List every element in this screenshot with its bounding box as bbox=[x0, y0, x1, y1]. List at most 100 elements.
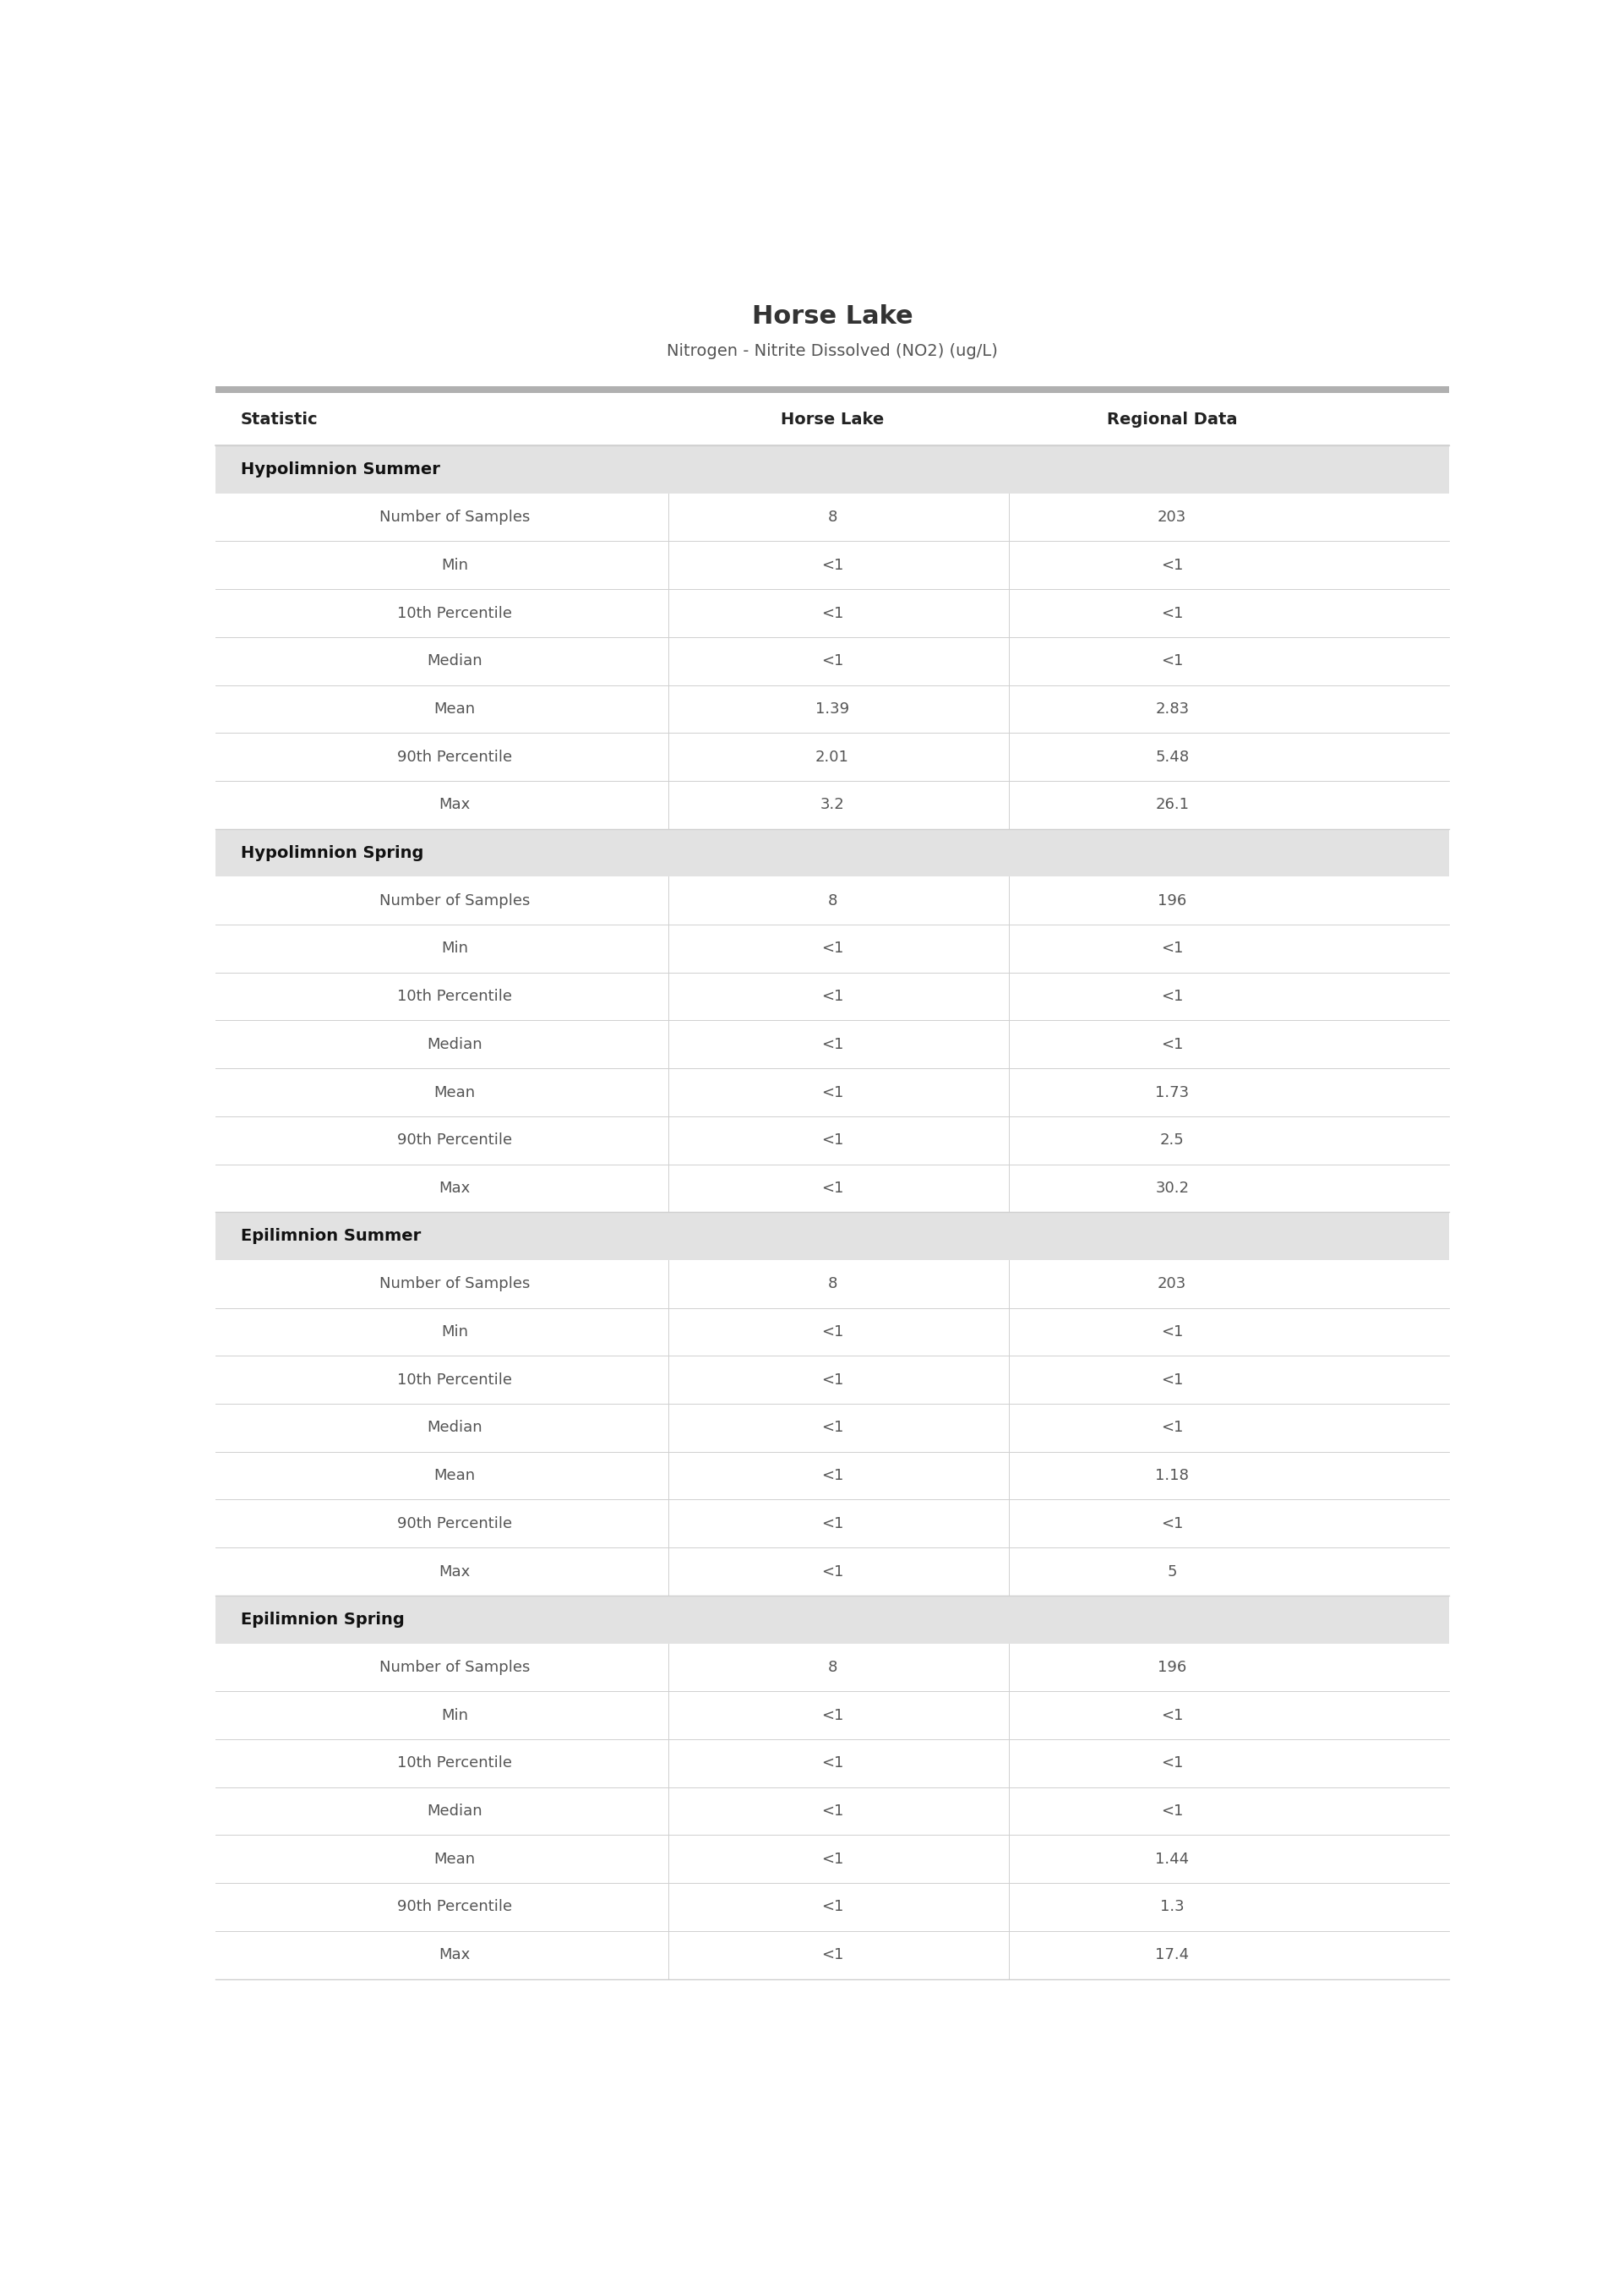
Text: <1: <1 bbox=[822, 1469, 843, 1482]
Bar bbox=[216, 1884, 1449, 1932]
Text: <1: <1 bbox=[822, 1180, 843, 1196]
Bar bbox=[216, 1355, 1449, 1403]
Text: 5: 5 bbox=[1168, 1564, 1177, 1580]
Text: Mean: Mean bbox=[434, 1469, 476, 1482]
Text: Horse Lake: Horse Lake bbox=[752, 304, 913, 329]
Text: <1: <1 bbox=[1161, 654, 1184, 670]
Text: <1: <1 bbox=[822, 1373, 843, 1387]
Text: Max: Max bbox=[438, 1180, 471, 1196]
Bar bbox=[216, 540, 1449, 590]
Bar bbox=[216, 393, 1449, 445]
Bar bbox=[216, 1834, 1449, 1884]
Text: 8: 8 bbox=[828, 1659, 836, 1675]
Text: 196: 196 bbox=[1158, 892, 1187, 908]
Text: 2.5: 2.5 bbox=[1160, 1133, 1184, 1149]
Bar bbox=[216, 1403, 1449, 1453]
Text: 3.2: 3.2 bbox=[820, 797, 844, 813]
Text: <1: <1 bbox=[822, 1085, 843, 1101]
Bar bbox=[216, 1739, 1449, 1786]
Text: <1: <1 bbox=[822, 1037, 843, 1051]
Text: <1: <1 bbox=[822, 990, 843, 1003]
Text: 17.4: 17.4 bbox=[1155, 1948, 1189, 1964]
Text: 90th Percentile: 90th Percentile bbox=[398, 1900, 512, 1914]
Bar bbox=[216, 1117, 1449, 1165]
Text: 10th Percentile: 10th Percentile bbox=[398, 990, 512, 1003]
Bar bbox=[216, 1308, 1449, 1355]
Text: <1: <1 bbox=[1161, 1037, 1184, 1051]
Text: Min: Min bbox=[442, 1707, 468, 1723]
Text: <1: <1 bbox=[1161, 990, 1184, 1003]
Text: Hypolimnion Summer: Hypolimnion Summer bbox=[240, 461, 440, 477]
Text: Hypolimnion Spring: Hypolimnion Spring bbox=[240, 844, 424, 860]
Text: <1: <1 bbox=[822, 1852, 843, 1866]
Text: 90th Percentile: 90th Percentile bbox=[398, 749, 512, 765]
Bar bbox=[216, 1596, 1449, 1643]
Bar bbox=[216, 1932, 1449, 1979]
Text: <1: <1 bbox=[822, 1421, 843, 1435]
Text: Median: Median bbox=[427, 1037, 482, 1051]
Text: <1: <1 bbox=[1161, 558, 1184, 572]
Bar bbox=[216, 1453, 1449, 1500]
Text: Min: Min bbox=[442, 1323, 468, 1339]
Text: 1.18: 1.18 bbox=[1155, 1469, 1189, 1482]
Text: Mean: Mean bbox=[434, 701, 476, 717]
Text: Epilimnion Spring: Epilimnion Spring bbox=[240, 1612, 404, 1628]
Text: 1.39: 1.39 bbox=[815, 701, 849, 717]
Text: 10th Percentile: 10th Percentile bbox=[398, 1373, 512, 1387]
Text: Median: Median bbox=[427, 654, 482, 670]
Text: Max: Max bbox=[438, 1564, 471, 1580]
Text: <1: <1 bbox=[822, 558, 843, 572]
Text: Nitrogen - Nitrite Dissolved (NO2) (ug/L): Nitrogen - Nitrite Dissolved (NO2) (ug/L… bbox=[667, 343, 997, 359]
Bar bbox=[216, 829, 1449, 876]
Text: 5.48: 5.48 bbox=[1155, 749, 1189, 765]
Text: <1: <1 bbox=[822, 1948, 843, 1964]
Text: <1: <1 bbox=[822, 1755, 843, 1771]
Bar bbox=[216, 590, 1449, 638]
Bar bbox=[216, 1165, 1449, 1212]
Text: 1.73: 1.73 bbox=[1155, 1085, 1189, 1101]
Bar bbox=[216, 493, 1449, 540]
Text: Number of Samples: Number of Samples bbox=[380, 892, 529, 908]
Text: <1: <1 bbox=[822, 606, 843, 620]
Bar bbox=[216, 1260, 1449, 1308]
Text: 30.2: 30.2 bbox=[1155, 1180, 1189, 1196]
Text: 203: 203 bbox=[1158, 511, 1187, 524]
Text: <1: <1 bbox=[1161, 1323, 1184, 1339]
Bar bbox=[216, 972, 1449, 1022]
Text: <1: <1 bbox=[1161, 1421, 1184, 1435]
Text: <1: <1 bbox=[1161, 942, 1184, 956]
Text: <1: <1 bbox=[822, 1805, 843, 1818]
Text: Max: Max bbox=[438, 797, 471, 813]
Text: Mean: Mean bbox=[434, 1085, 476, 1101]
Text: <1: <1 bbox=[1161, 1805, 1184, 1818]
Text: <1: <1 bbox=[822, 1900, 843, 1914]
Bar bbox=[216, 1643, 1449, 1691]
Text: <1: <1 bbox=[1161, 1707, 1184, 1723]
Text: 90th Percentile: 90th Percentile bbox=[398, 1133, 512, 1149]
Text: Min: Min bbox=[442, 942, 468, 956]
Text: <1: <1 bbox=[822, 654, 843, 670]
Text: 8: 8 bbox=[828, 1276, 836, 1292]
Bar bbox=[216, 733, 1449, 781]
Text: Number of Samples: Number of Samples bbox=[380, 511, 529, 524]
Text: Statistic: Statistic bbox=[240, 411, 318, 427]
Bar bbox=[216, 445, 1449, 493]
Bar bbox=[216, 924, 1449, 972]
Text: Mean: Mean bbox=[434, 1852, 476, 1866]
Text: 10th Percentile: 10th Percentile bbox=[398, 1755, 512, 1771]
Text: <1: <1 bbox=[822, 1133, 843, 1149]
Text: 2.83: 2.83 bbox=[1155, 701, 1189, 717]
Text: Median: Median bbox=[427, 1421, 482, 1435]
Text: 26.1: 26.1 bbox=[1155, 797, 1189, 813]
Text: Horse Lake: Horse Lake bbox=[781, 411, 883, 427]
Text: <1: <1 bbox=[1161, 1373, 1184, 1387]
Text: <1: <1 bbox=[822, 942, 843, 956]
Text: 1.44: 1.44 bbox=[1155, 1852, 1189, 1866]
Bar bbox=[216, 1548, 1449, 1596]
Text: 10th Percentile: 10th Percentile bbox=[398, 606, 512, 620]
Bar bbox=[216, 876, 1449, 924]
Bar bbox=[216, 1786, 1449, 1834]
Text: <1: <1 bbox=[822, 1323, 843, 1339]
Text: <1: <1 bbox=[822, 1516, 843, 1532]
Text: 203: 203 bbox=[1158, 1276, 1187, 1292]
